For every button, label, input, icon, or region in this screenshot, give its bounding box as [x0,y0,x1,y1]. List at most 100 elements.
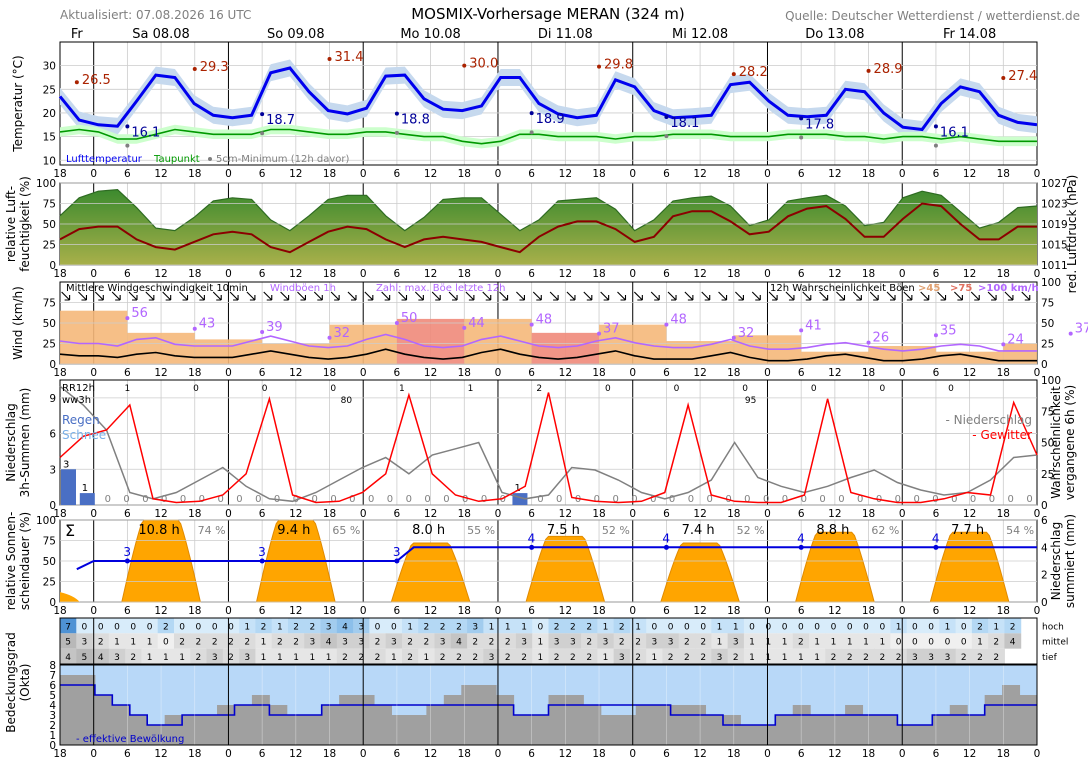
cloud-layer-cell [401,633,419,649]
hour-tick-label: 12 [559,748,572,760]
cloud-layer-row-label: mittel [1042,638,1068,648]
cloud-layer-cell [206,618,224,634]
cloud-layer-cell [141,618,159,634]
cloud-layer-cell [727,618,745,634]
wind-direction-arrow [903,291,913,301]
max-temp-label: 29.3 [200,60,229,75]
rain-3h-value: 0 [838,494,844,505]
cloud-layer-cell [255,648,273,664]
cloud-layer-cell [418,648,436,664]
hour-tick-label: 0 [899,367,906,379]
y-tick-label: 100 [36,178,56,190]
cloud-layer-cell [743,648,761,664]
hour-tick-label: 12 [289,367,302,379]
max-gust-marker [933,333,938,338]
cloud-layer-value: 1 [277,622,283,632]
total-cloud-bar [374,705,392,745]
cloud-layer-value: 3 [619,653,625,663]
y-tick-label: 9 [49,393,56,405]
sunshine-percent-label: 52 % [737,524,765,537]
y-tick-label: 0 [49,500,56,512]
cloud-layer-value: 1 [179,653,185,663]
precip-legend-right: - Niederschlag [945,413,1032,427]
rain-3h-value: 0 [424,494,430,505]
hour-tick-label: 6 [663,367,670,379]
cloud-layer-value: 0 [82,622,88,632]
cloud-layer-cell [711,648,729,664]
hour-tick-label: 18 [727,367,740,379]
rain-3h-value: 0 [1008,494,1014,505]
cloud-layer-value: 2 [310,622,316,632]
okta-tick-label: 7 [49,670,56,682]
cloud-layer-value: 3 [521,638,527,648]
cloud-layer-value: 2 [196,653,202,663]
precip-sum-label: 4 [662,531,670,545]
cloud-layer-value: 1 [489,622,495,632]
hour-tick-label: 0 [495,508,502,520]
cloud-layer-value: 3 [945,653,951,663]
y-tick-label: 0 [49,260,56,272]
cloud-layer-cell [385,618,403,634]
hour-tick-label: 12 [424,605,437,617]
hour-tick-label: 0 [899,268,906,280]
sunshine-hours-label: 8.0 h [412,523,445,538]
cloud-layer-cell [988,648,1005,664]
cloud-layer-cell [890,633,908,649]
rain-3h-value: 1 [514,483,520,494]
hour-tick-label: 12 [424,508,437,520]
hour-tick-label: 0 [225,168,232,180]
cloud-layer-value: 1 [651,653,657,663]
wind-direction-arrow [718,291,728,301]
cloud-layer-value: 0 [814,622,820,632]
hour-tick-label: 18 [592,367,605,379]
hour-tick-label: 12 [963,605,976,617]
wind-direction-arrow [684,291,694,301]
precip-legend-left: Schnee [62,428,106,442]
hour-tick-label: 0 [495,748,502,760]
hour-tick-label: 18 [458,268,471,280]
cloud-layer-cell [727,648,745,664]
cloud-layer-value: 2 [896,653,902,663]
cloud-layer-value: 3 [310,638,316,648]
min-temp-marker [799,116,804,121]
cloud-layer-cell [629,633,647,649]
cloud-layer-value: 1 [782,653,788,663]
cloud-layer-value: 3 [603,638,609,648]
cloud-layer-value: 2 [961,653,967,663]
hour-tick-label: 6 [124,367,131,379]
total-cloud-bar [810,715,829,745]
hour-tick-label: 0 [90,748,97,760]
probability-tick-label: 50 [1041,438,1054,450]
wind-legend-entry: >75 [950,283,972,294]
cloud-layer-value: 1 [505,622,511,632]
ww3h-value: 80 [341,396,353,406]
pressure-tick-label: 1019 [1041,219,1068,231]
cloud-layer-value: 1 [847,638,853,648]
y-tick-label: 50 [43,556,56,568]
cloud-layer-value: 1 [879,638,885,648]
hour-tick-label: 0 [225,367,232,379]
cloud-layer-value: 1 [635,622,641,632]
cloud-layer-cell [239,648,256,664]
cloud-layer-cell [467,648,484,664]
hour-tick-label: 12 [963,168,976,180]
max-gust-marker [529,322,534,327]
cloud-layer-value: 2 [375,638,381,648]
wind-direction-arrow [970,291,980,301]
rain-3h-value: 1 [82,483,88,494]
temperature-line [58,66,1038,132]
hour-tick-label: 6 [394,367,401,379]
hour-tick-label: 12 [424,268,437,280]
rain-3h-value: 0 [1026,494,1032,505]
total-cloud-bar [1002,685,1021,745]
cloud-layer-cell [190,618,208,634]
cloud-layer-cell [646,648,663,664]
hour-tick-label: 6 [528,168,535,180]
hour-tick-label: 0 [764,748,771,760]
cloud-layer-cell [923,618,940,634]
effective-cloud-line [60,684,1037,726]
cloud-layer-value: 0 [863,622,869,632]
cloud-layer-cell [499,648,517,664]
hour-tick-label: 12 [154,508,167,520]
min-temp-marker [933,124,938,129]
